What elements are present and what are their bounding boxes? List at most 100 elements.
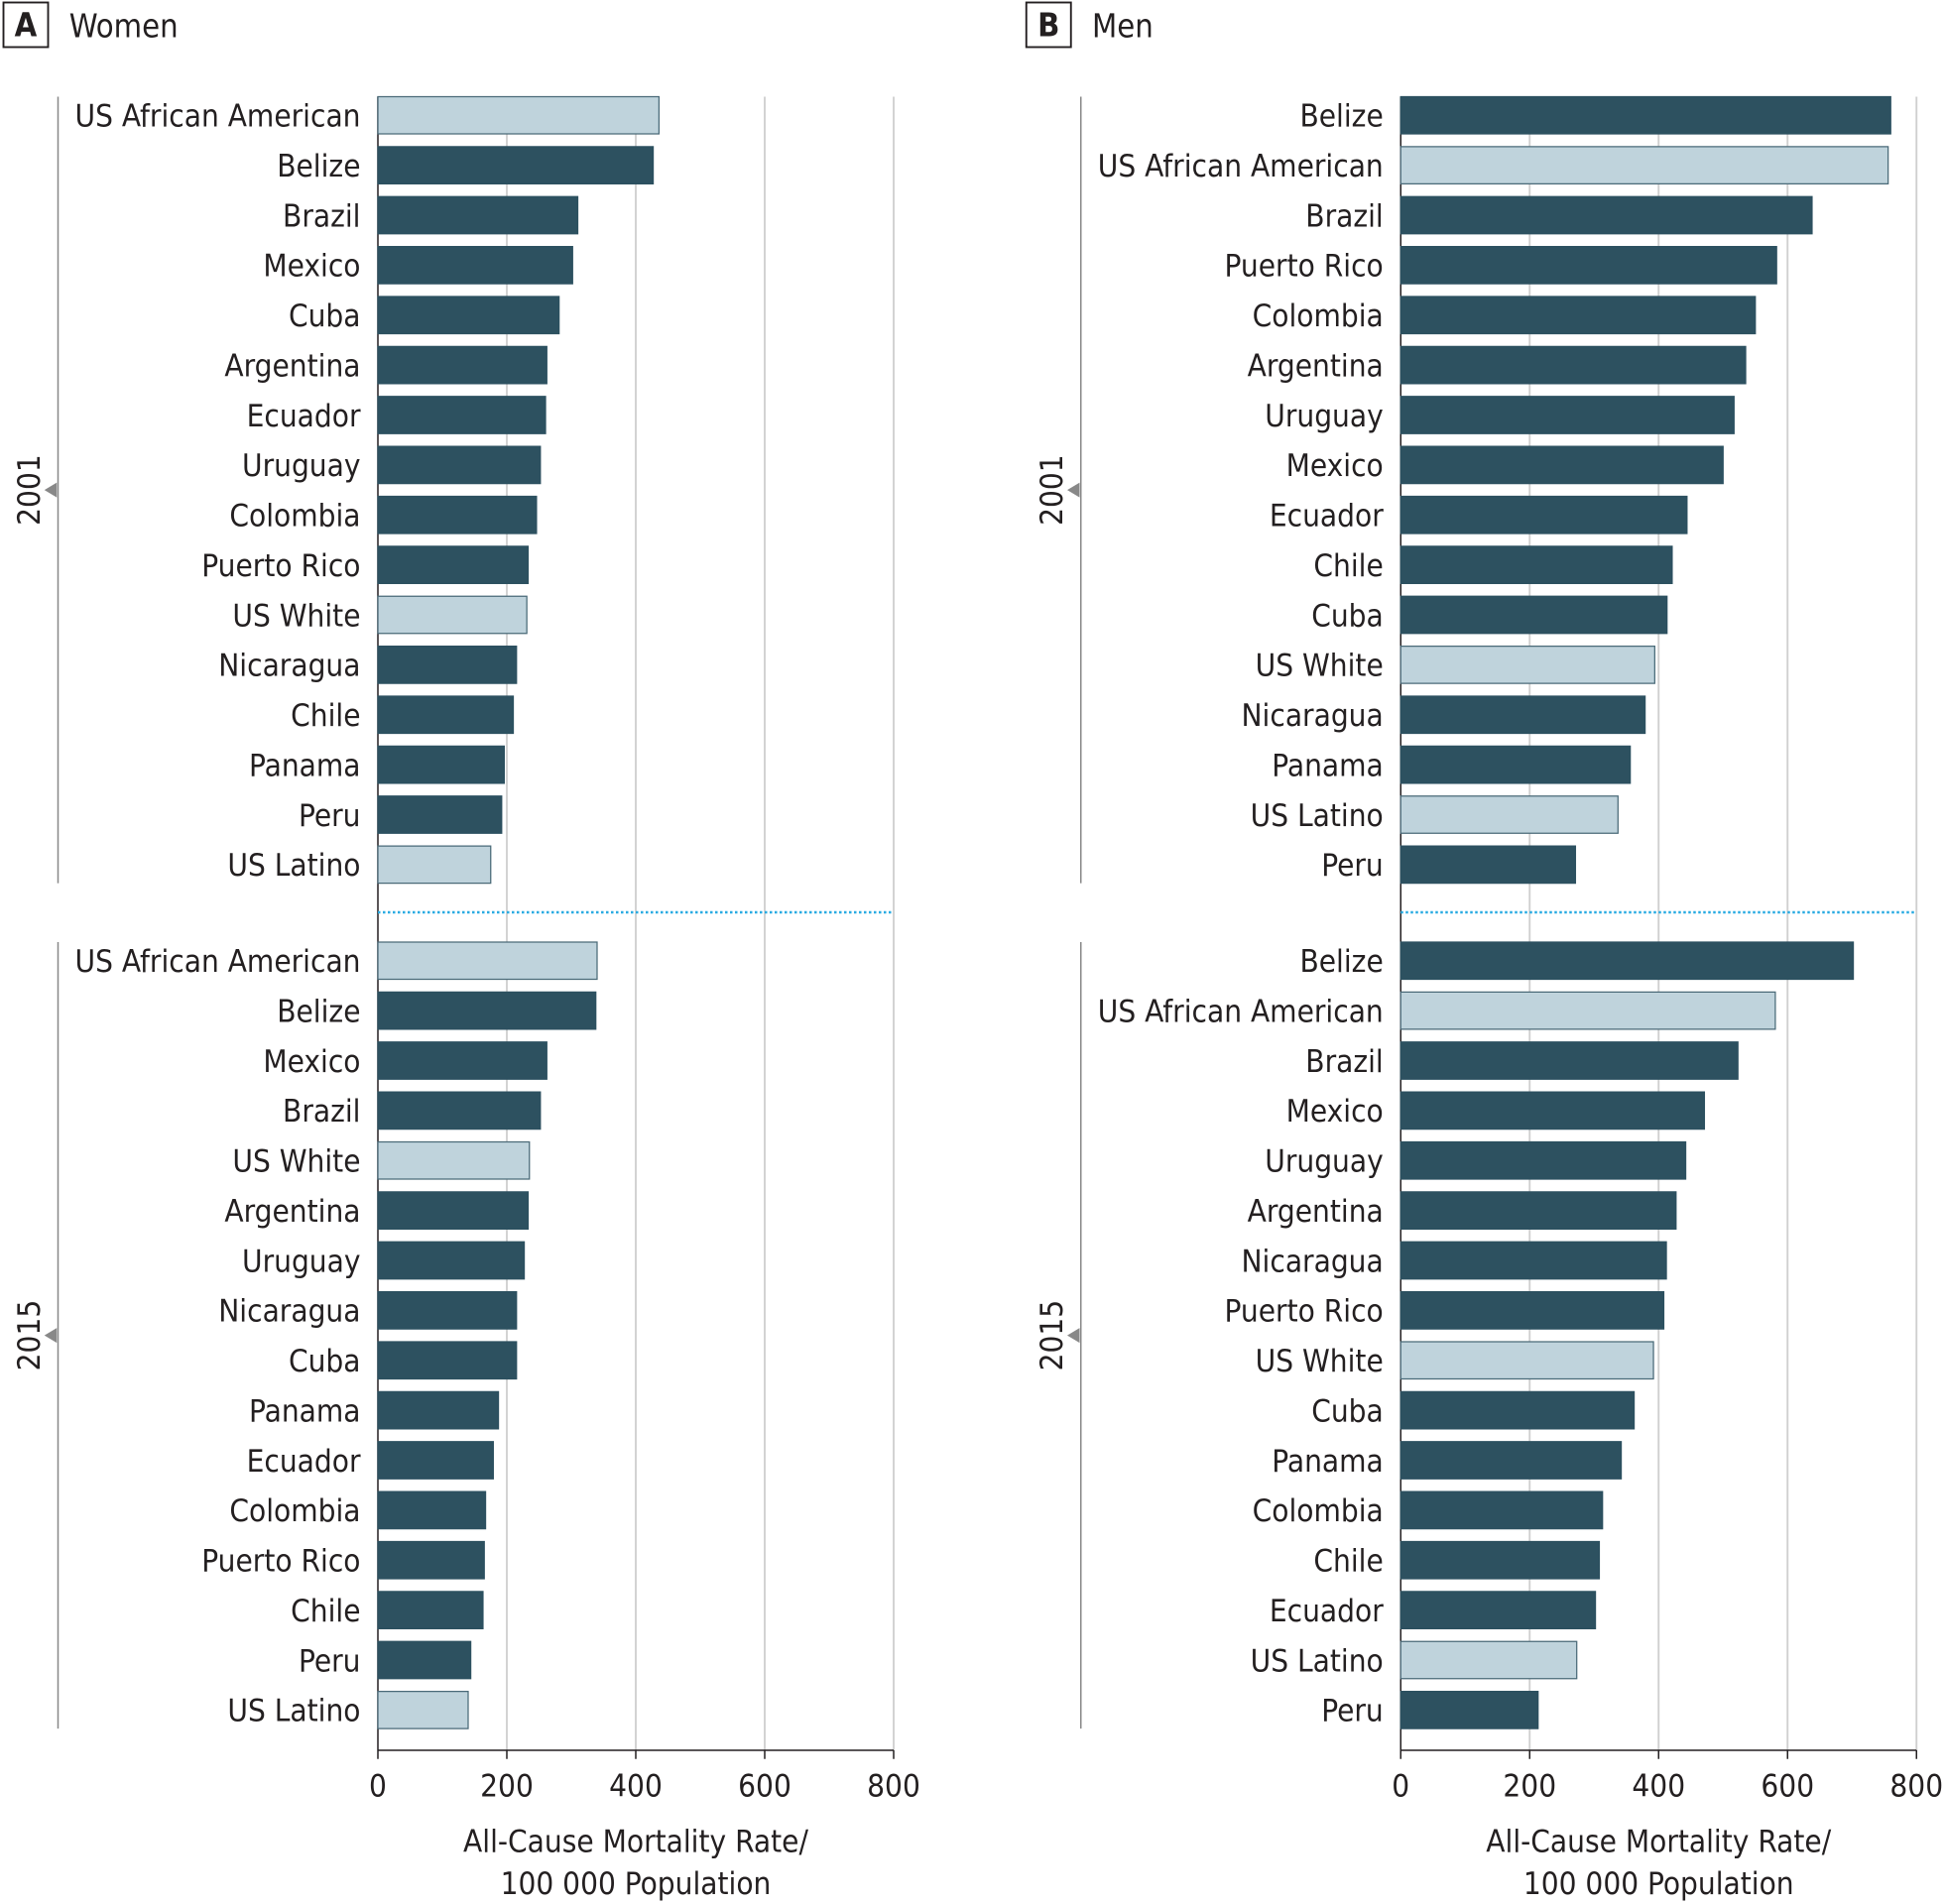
category-label: Ecuador [1270, 499, 1384, 535]
panel-title: Men [1092, 8, 1154, 46]
category-label: Puerto Rico [1225, 1294, 1384, 1330]
bar-us-white-2015 [377, 1140, 531, 1180]
bar-nicaragua-2015 [377, 1290, 518, 1330]
category-label: Cuba [1311, 1393, 1384, 1429]
x-axis-label-line2: 100 000 Population [1523, 1866, 1794, 1902]
bar-argentina-2015 [377, 1191, 530, 1230]
year-pointer-icon [1067, 1328, 1080, 1344]
category-label: US Latino [1251, 798, 1384, 834]
x-tick-label: 0 [369, 1768, 387, 1804]
x-tick-label: 600 [1761, 1768, 1814, 1804]
x-tick-label: 400 [609, 1768, 663, 1804]
bar-nicaragua-2015 [1399, 1241, 1667, 1280]
category-label: Peru [1321, 1694, 1384, 1729]
panel-letter: A [15, 6, 38, 44]
bar-uruguay-2015 [377, 1241, 526, 1280]
bar-cuba-2015 [377, 1341, 518, 1380]
year-pointer-icon [1067, 482, 1080, 498]
bar-ecuador-2001 [1399, 495, 1688, 535]
category-label: Cuba [289, 1344, 361, 1379]
bar-uruguay-2001 [1399, 396, 1735, 434]
bar-us-white-2001 [377, 595, 528, 635]
category-label: US White [232, 1144, 360, 1180]
category-label: US Latino [227, 848, 360, 884]
panel-letter-box [1025, 1, 1072, 49]
panel-letter: B [1037, 6, 1059, 44]
bar-chile-2001 [377, 695, 515, 735]
category-label: US Latino [227, 1694, 360, 1729]
category-label: US White [1256, 649, 1384, 684]
bar-ecuador-2015 [1399, 1591, 1597, 1630]
category-label: Nicaragua [1242, 1244, 1384, 1279]
x-tick-label: 800 [867, 1768, 920, 1804]
category-label: Panama [1272, 1444, 1383, 1480]
bar-chile-2001 [1399, 545, 1673, 585]
x-tick-label: 800 [1889, 1768, 1943, 1804]
category-label: Peru [299, 798, 361, 834]
category-label: Chile [1313, 1544, 1383, 1580]
bar-cuba-2001 [377, 296, 560, 335]
bar-us-latino-2015 [1399, 1640, 1578, 1680]
bar-ecuador-2001 [377, 396, 547, 434]
bar-puerto-rico-2001 [1399, 245, 1777, 285]
bar-peru-2015 [1399, 1691, 1539, 1729]
bar-brazil-2015 [1399, 1041, 1739, 1080]
category-label: Mexico [1286, 1094, 1384, 1130]
category-label: Cuba [289, 298, 361, 334]
year-label: 2015 [1034, 1300, 1070, 1371]
bar-uruguay-2001 [377, 445, 542, 485]
category-label: Chile [291, 698, 360, 734]
bar-ecuador-2015 [377, 1441, 494, 1480]
category-label: Colombia [1253, 1493, 1384, 1529]
category-label: Brazil [283, 1094, 360, 1130]
panel-letter-box [2, 1, 50, 49]
bar-colombia-2001 [377, 495, 538, 535]
category-label: Chile [291, 1594, 360, 1629]
category-label: Mexico [263, 1044, 360, 1080]
year-group-2015: 2015 Belize US African American Brazil Mexic… [1034, 941, 1855, 1729]
bar-panama-2001 [377, 745, 506, 784]
panel-B: B Men 0 200 400 600 800 All-Cause Mortality Rat… [1025, 1, 1943, 1902]
category-label: US African American [1098, 149, 1384, 184]
category-label: Nicaragua [218, 649, 360, 684]
x-axis-label: All-Cause Mortality Rate/ [463, 1825, 808, 1860]
bar-belize-2001 [1399, 95, 1891, 135]
bar-uruguay-2015 [1399, 1140, 1687, 1180]
category-label: Uruguay [1265, 1144, 1384, 1180]
bar-cuba-2001 [1399, 595, 1668, 635]
bar-argentina-2015 [1399, 1191, 1677, 1230]
category-label: Ecuador [247, 399, 361, 434]
bar-peru-2001 [1399, 845, 1577, 885]
bar-mexico-2015 [377, 1041, 547, 1080]
bar-argentina-2001 [377, 345, 547, 385]
category-label: Panama [1272, 748, 1383, 783]
category-label: Mexico [1286, 448, 1384, 484]
bar-colombia-2001 [1399, 296, 1757, 335]
category-label: Ecuador [247, 1444, 361, 1480]
bar-us-african-american-2001 [377, 95, 661, 135]
bar-mexico-2015 [1399, 1091, 1706, 1130]
bar-cuba-2015 [1399, 1390, 1636, 1430]
bar-peru-2001 [377, 795, 503, 834]
category-label: Chile [1313, 548, 1383, 584]
category-label: Peru [1321, 848, 1384, 884]
bar-brazil-2001 [377, 195, 579, 235]
year-group-2001: 2001 Belize US African American Brazil Puert… [1034, 95, 1891, 885]
category-label: Uruguay [242, 1244, 360, 1279]
year-label: 2001 [1034, 454, 1070, 526]
bar-mexico-2001 [377, 245, 573, 285]
bar-us-white-2001 [1399, 645, 1655, 684]
category-label: Puerto Rico [201, 1544, 360, 1580]
year-label: 2001 [12, 454, 48, 526]
category-label: Argentina [1248, 1194, 1384, 1230]
bar-nicaragua-2001 [1399, 695, 1646, 735]
bar-peru-2015 [377, 1640, 472, 1680]
bar-us-white-2015 [1399, 1341, 1654, 1380]
panel-title: Women [69, 8, 179, 46]
year-pointer-icon [44, 482, 58, 498]
category-label: Colombia [229, 1493, 360, 1529]
bar-puerto-rico-2015 [1399, 1290, 1665, 1330]
category-label: US African American [75, 944, 361, 980]
x-tick-label: 400 [1632, 1768, 1685, 1804]
